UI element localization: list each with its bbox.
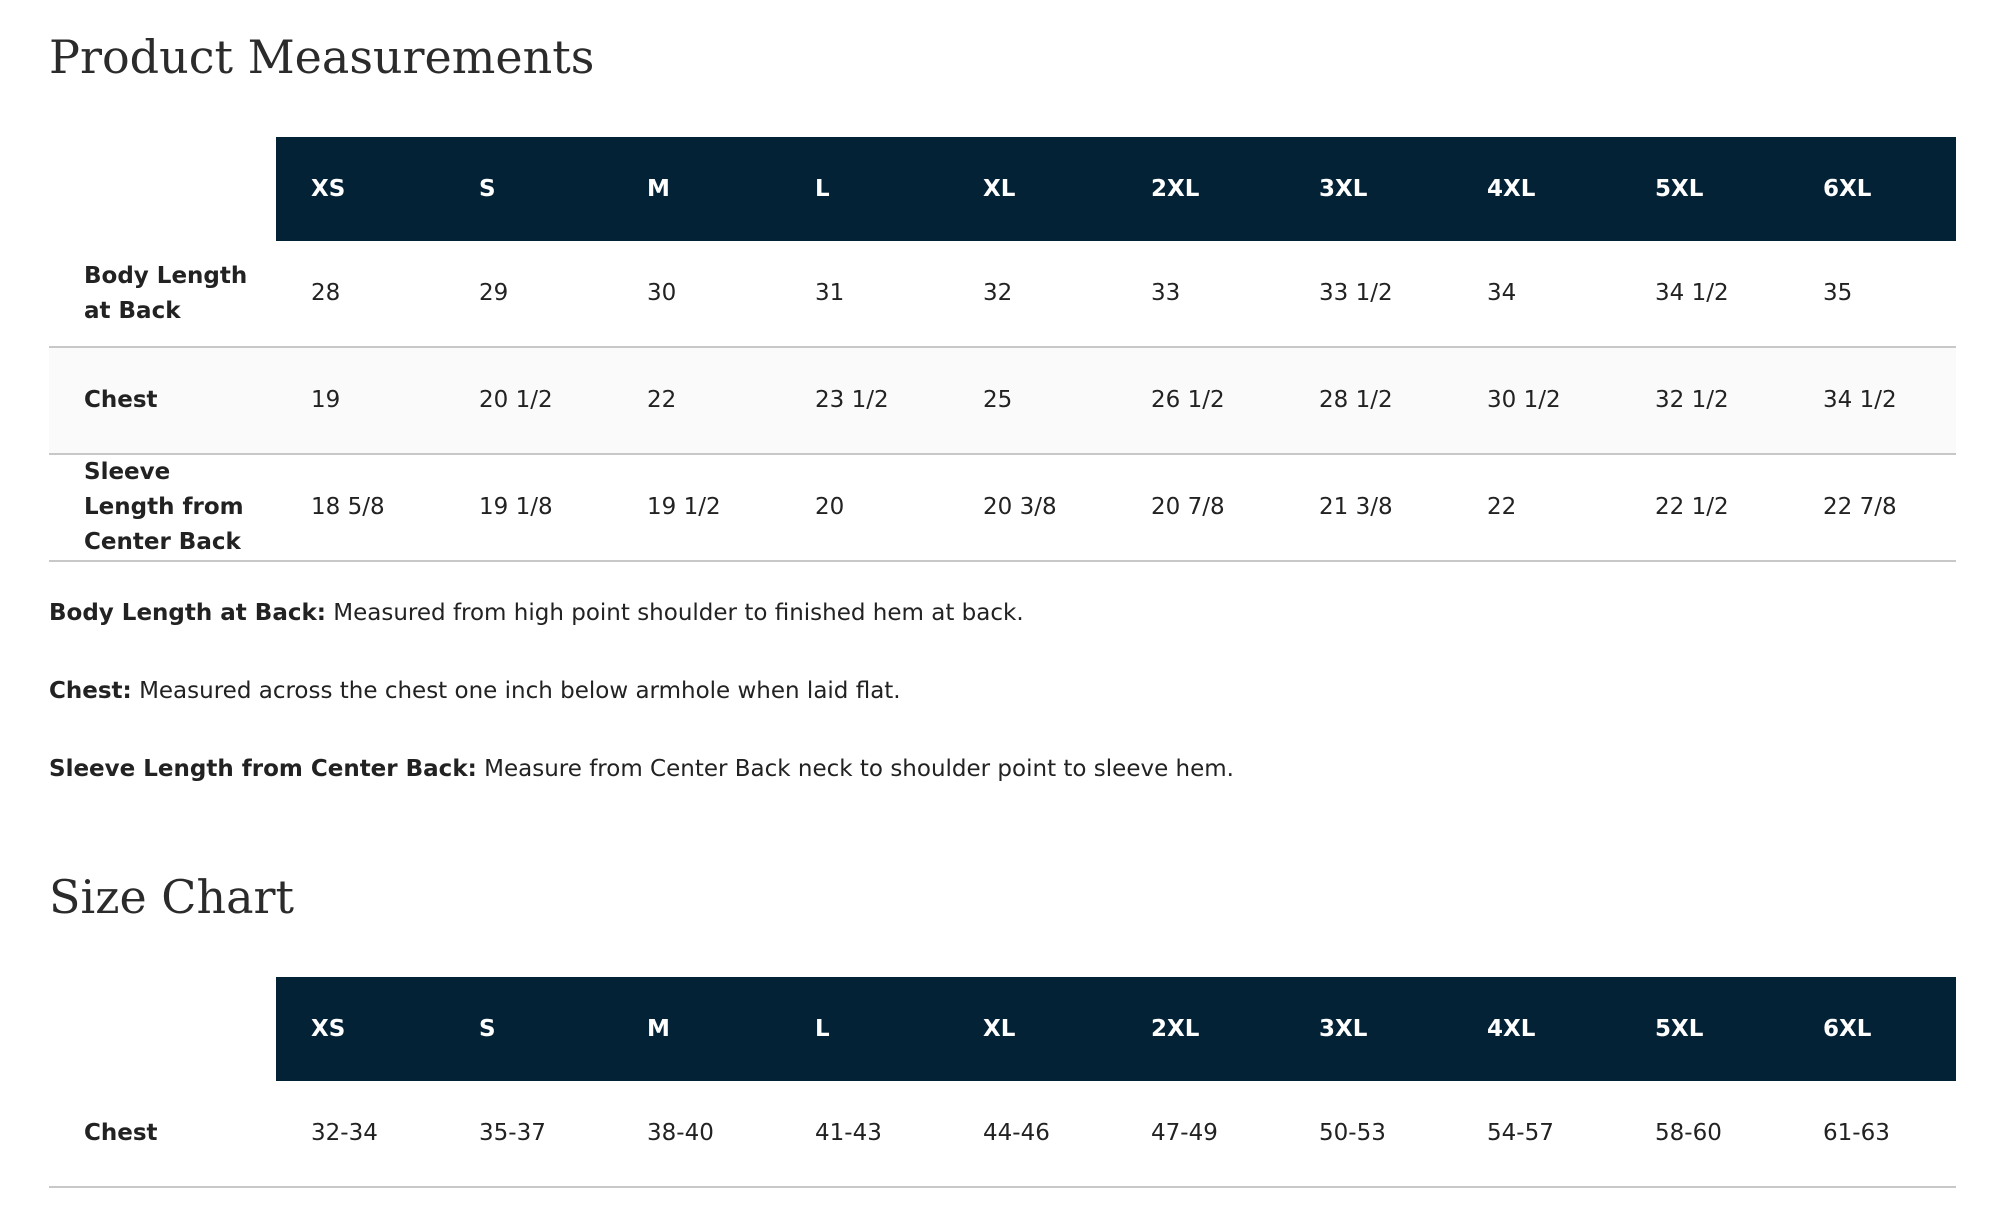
note-text: Measured from high point shoulder to fin…: [333, 600, 1024, 626]
cell: 22 7/8: [1788, 454, 1956, 562]
cell: 23 1/2: [780, 347, 948, 455]
cell: 18 5/8: [276, 454, 444, 562]
header-cell: [49, 977, 276, 1081]
size-header: S: [444, 977, 612, 1081]
cell: 30: [612, 241, 780, 348]
cell: 34: [1452, 241, 1620, 348]
cell: 35: [1788, 241, 1956, 348]
table-row: Sleeve Length from Center Back 18 5/8 19 1…: [49, 454, 1956, 562]
section-title: Size Chart: [49, 870, 295, 924]
cell: 19: [276, 347, 444, 455]
cell: 34 1/2: [1620, 241, 1788, 348]
cell: 41-43: [780, 1081, 948, 1188]
table-row: Body Length at Back 28 29 30 31 32 33 33 1/2 34 3…: [49, 241, 1956, 348]
note-term: Chest:: [49, 678, 132, 704]
size-header: S: [444, 137, 612, 241]
cell: 34 1/2: [1788, 347, 1956, 455]
cell: 31: [780, 241, 948, 348]
table-body: Chest 32-34 35-37 38-40 41-43 44-46 47-49 50-53…: [49, 1081, 1956, 1188]
cell: 44-46: [948, 1081, 1116, 1188]
size-header: 4XL: [1452, 977, 1620, 1081]
size-header: L: [780, 977, 948, 1081]
header-row: XS S M L XL 2XL 3XL 4XL 5XL 6XL: [49, 137, 1956, 241]
measurements-table: XS S M L XL 2XL 3XL 4XL 5XL 6XL Body Length at Bac…: [49, 137, 1956, 562]
cell: 33: [1116, 241, 1284, 348]
size-header: XL: [948, 137, 1116, 241]
cell: 32: [948, 241, 1116, 348]
cell: 20 3/8: [948, 454, 1116, 562]
cell: 38-40: [612, 1081, 780, 1188]
cell: 28: [276, 241, 444, 348]
note-text: Measure from Center Back neck to shoulde…: [484, 756, 1234, 782]
row-label: Chest: [49, 347, 276, 455]
cell: 22: [612, 347, 780, 455]
cell: 30 1/2: [1452, 347, 1620, 455]
cell: 47-49: [1116, 1081, 1284, 1188]
cell: 32-34: [276, 1081, 444, 1188]
table-row: Chest 19 20 1/2 22 23 1/2 25 26 1/2 28 1/2 30 1/…: [49, 347, 1956, 455]
cell: 58-60: [1620, 1081, 1788, 1188]
size-header: 3XL: [1284, 977, 1452, 1081]
cell: 21 3/8: [1284, 454, 1452, 562]
size-header: 4XL: [1452, 137, 1620, 241]
size-header: M: [612, 137, 780, 241]
table-head: XS S M L XL 2XL 3XL 4XL 5XL 6XL: [49, 977, 1956, 1081]
size-header: XS: [276, 137, 444, 241]
cell: 61-63: [1788, 1081, 1956, 1188]
table-row: Chest 32-34 35-37 38-40 41-43 44-46 47-49 50-53…: [49, 1081, 1956, 1188]
table-body: Body Length at Back 28 29 30 31 32 33 33 1/2 34 3…: [49, 241, 1956, 562]
cell: 19 1/8: [444, 454, 612, 562]
size-chart-table: XS S M L XL 2XL 3XL 4XL 5XL 6XL Chest 32-34 35-37 38-…: [49, 977, 1956, 1188]
size-header: 6XL: [1788, 977, 1956, 1081]
note: Body Length at Back: Measured from high …: [49, 600, 1024, 626]
cell: 20 1/2: [444, 347, 612, 455]
header-cell: [49, 137, 276, 241]
cell: 20: [780, 454, 948, 562]
cell: 28 1/2: [1284, 347, 1452, 455]
note-term: Sleeve Length from Center Back:: [49, 756, 477, 782]
section-title: Product Measurements: [49, 30, 595, 84]
size-header: 5XL: [1620, 977, 1788, 1081]
row-label: Sleeve Length from Center Back: [49, 454, 276, 562]
cell: 19 1/2: [612, 454, 780, 562]
cell: 32 1/2: [1620, 347, 1788, 455]
size-header: 6XL: [1788, 137, 1956, 241]
cell: 26 1/2: [1116, 347, 1284, 455]
cell: 22 1/2: [1620, 454, 1788, 562]
row-label: Body Length at Back: [49, 241, 276, 348]
size-header: 3XL: [1284, 137, 1452, 241]
row-label: Chest: [49, 1081, 276, 1188]
table-head: XS S M L XL 2XL 3XL 4XL 5XL 6XL: [49, 137, 1956, 241]
cell: 33 1/2: [1284, 241, 1452, 348]
note-text: Measured across the chest one inch below…: [139, 678, 901, 704]
cell: 35-37: [444, 1081, 612, 1188]
cell: 50-53: [1284, 1081, 1452, 1188]
cell: 25: [948, 347, 1116, 455]
size-header: M: [612, 977, 780, 1081]
cell: 20 7/8: [1116, 454, 1284, 562]
cell: 29: [444, 241, 612, 348]
note: Sleeve Length from Center Back: Measure …: [49, 756, 1234, 782]
size-header: XL: [948, 977, 1116, 1081]
note: Chest: Measured across the chest one inc…: [49, 678, 901, 704]
cell: 22: [1452, 454, 1620, 562]
header-row: XS S M L XL 2XL 3XL 4XL 5XL 6XL: [49, 977, 1956, 1081]
size-header: 5XL: [1620, 137, 1788, 241]
size-header: XS: [276, 977, 444, 1081]
size-header: L: [780, 137, 948, 241]
cell: 54-57: [1452, 1081, 1620, 1188]
size-header: 2XL: [1116, 137, 1284, 241]
note-term: Body Length at Back:: [49, 600, 326, 626]
size-header: 2XL: [1116, 977, 1284, 1081]
